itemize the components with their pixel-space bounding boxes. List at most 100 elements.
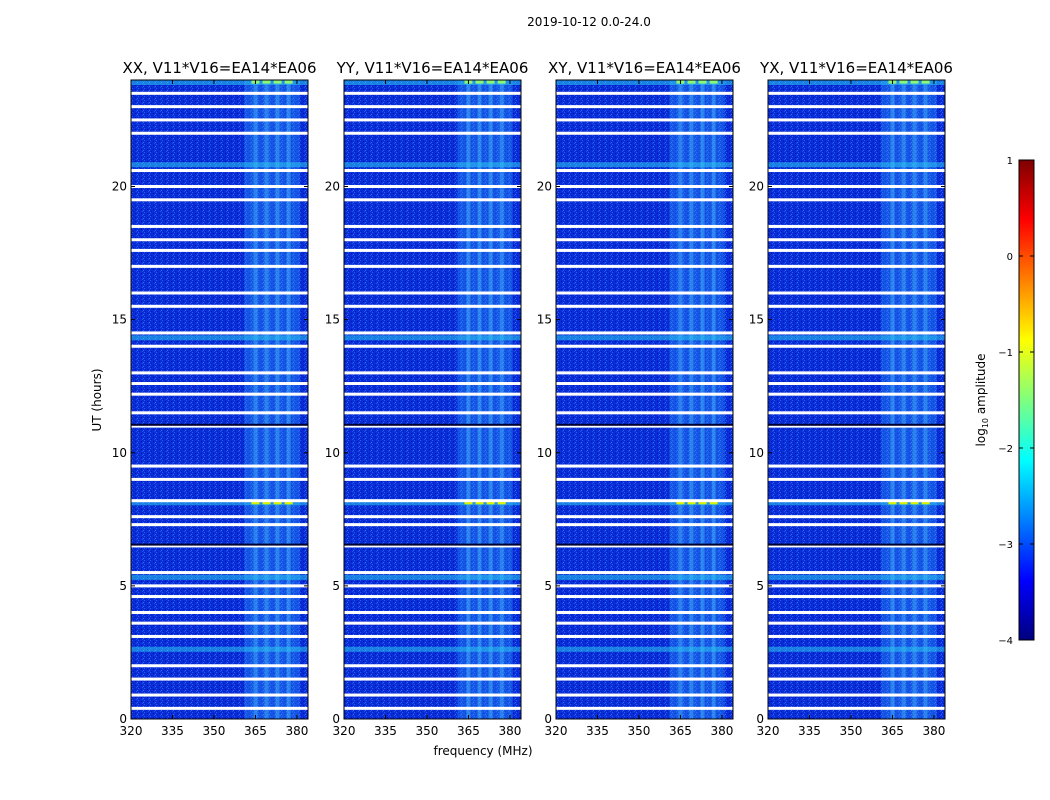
flagged-row — [768, 706, 945, 710]
rfi-hotspot — [899, 79, 908, 84]
flagged-row — [556, 382, 733, 386]
rfi-hotspot — [262, 79, 271, 84]
flagged-row — [131, 499, 308, 503]
flagged-row — [131, 584, 308, 588]
y-tick-label: 5 — [544, 579, 552, 593]
rfi-hotspot — [910, 79, 919, 84]
high-amplitude-row — [556, 574, 733, 580]
flagged-row — [768, 291, 945, 295]
flagged-row — [556, 392, 733, 396]
high-amplitude-row — [768, 646, 945, 652]
flagged-row — [768, 331, 945, 335]
y-tick-label: 0 — [544, 712, 552, 726]
y-tick-label: 20 — [537, 180, 552, 194]
flagged-row — [344, 198, 521, 202]
flagged-row — [131, 224, 308, 228]
y-tick-label: 5 — [332, 579, 340, 593]
colorbar-label: log10 amplitude — [974, 354, 990, 447]
rfi-hotspot — [910, 500, 919, 505]
flagged-row — [131, 571, 308, 575]
flagged-row — [344, 621, 521, 625]
flagged-row — [344, 248, 521, 252]
flagged-row — [131, 706, 308, 710]
high-amplitude-row — [556, 162, 733, 168]
flagged-row — [131, 118, 308, 122]
panel-xx: XX, V11*V16=EA14*EA06 320 335 350 365 380 0 5 10… — [112, 59, 317, 738]
flagged-row — [556, 198, 733, 202]
y-tick-label: 0 — [119, 712, 127, 726]
flagged-row — [556, 224, 733, 228]
rfi-channel — [901, 80, 906, 719]
y-tick-label: 10 — [325, 446, 340, 460]
flagged-row — [344, 571, 521, 575]
flagged-row — [344, 634, 521, 638]
rfi-hotspot — [888, 500, 897, 505]
rfi-hotspot — [273, 500, 282, 505]
flagged-row — [344, 464, 521, 468]
panel-group: XX, V11*V16=EA14*EA06 320 335 350 365 380 0 5 10… — [112, 59, 953, 738]
rfi-hotspot — [284, 79, 293, 84]
data-gap-line — [556, 543, 733, 546]
flagged-row — [131, 523, 308, 527]
flagged-row — [131, 544, 308, 548]
flagged-row — [344, 499, 521, 503]
high-amplitude-row — [556, 335, 733, 341]
x-tick-label: 350 — [203, 724, 226, 738]
flagged-row — [556, 105, 733, 109]
x-tick-label: 350 — [628, 724, 651, 738]
x-tick-label: 335 — [161, 724, 184, 738]
high-amplitude-row — [131, 162, 308, 168]
colorbar-label-sub: 10 — [981, 418, 990, 428]
panel-xy: XY, V11*V16=EA14*EA06 320 335 350 365 380 0 5 10… — [537, 59, 741, 738]
flagged-row — [344, 331, 521, 335]
rfi-hotspot — [486, 79, 495, 84]
y-tick-label: 10 — [112, 446, 127, 460]
flagged-row — [344, 523, 521, 527]
flagged-row — [344, 169, 521, 173]
flagged-row — [344, 477, 521, 481]
flagged-row — [768, 344, 945, 348]
flagged-row — [556, 344, 733, 348]
rfi-channel — [678, 80, 683, 719]
flagged-row — [131, 411, 308, 415]
flagged-row — [344, 611, 521, 614]
flagged-row — [131, 238, 308, 242]
panel-title: XX, V11*V16=EA14*EA06 — [122, 59, 316, 77]
y-tick-label: 15 — [537, 313, 552, 327]
flagged-row — [556, 331, 733, 335]
flagged-row — [344, 131, 521, 135]
colorbar-tick-label: −3 — [998, 540, 1013, 551]
rfi-hotspot — [698, 500, 707, 505]
flagged-row — [768, 584, 945, 588]
flagged-row — [768, 424, 945, 428]
panel-title: YX, V11*V16=EA14*EA06 — [759, 59, 953, 77]
flagged-row — [556, 304, 733, 308]
rfi-hotspot — [687, 79, 696, 84]
data-gap-line — [131, 423, 308, 426]
flagged-row — [768, 634, 945, 638]
flagged-row — [556, 523, 733, 527]
flagged-row — [131, 105, 308, 109]
figure-title: 2019-10-12 0.0-24.0 — [527, 15, 651, 29]
rfi-hotspot — [273, 79, 282, 84]
flagged-row — [556, 706, 733, 710]
flagged-row — [131, 382, 308, 386]
flagged-row — [556, 371, 733, 375]
flagged-row — [768, 477, 945, 481]
colorbar-tick-label: −1 — [998, 348, 1013, 359]
x-tick-label: 365 — [244, 724, 267, 738]
panel-frame — [343, 79, 522, 720]
rfi-channel — [264, 80, 269, 719]
colorbar-tick-label: −4 — [998, 636, 1013, 647]
flagged-row — [768, 611, 945, 614]
flagged-row — [768, 169, 945, 173]
flagged-row — [556, 411, 733, 415]
flagged-row — [131, 677, 308, 681]
high-amplitude-row — [344, 574, 521, 580]
flagged-row — [131, 634, 308, 638]
high-amplitude-row — [131, 574, 308, 580]
flagged-row — [344, 424, 521, 428]
rfi-channel — [700, 80, 705, 719]
flagged-row — [768, 185, 945, 188]
y-tick-label: 20 — [749, 180, 764, 194]
